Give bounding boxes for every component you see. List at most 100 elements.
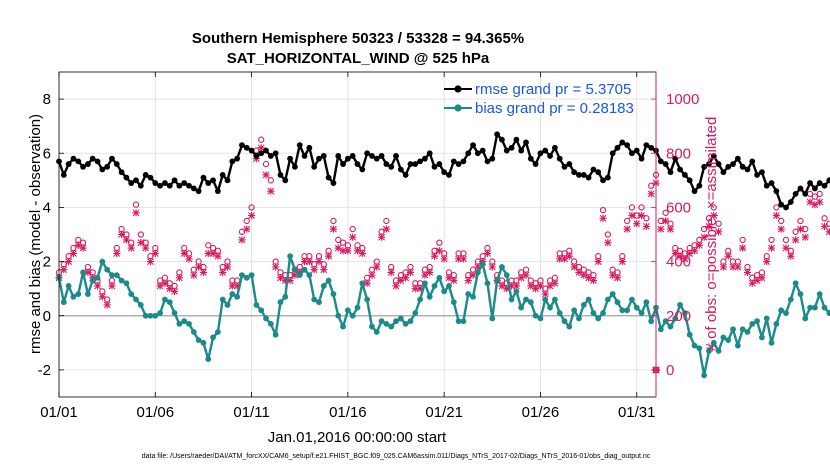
bias-point xyxy=(677,302,683,308)
bias-point xyxy=(205,356,212,362)
rmse-point xyxy=(542,147,549,154)
assimilated-obs-marker xyxy=(811,201,819,209)
rmse-point xyxy=(638,155,645,162)
assimilated-obs-marker xyxy=(820,222,829,230)
assimilated-obs-marker xyxy=(108,282,116,290)
assimilated-obs-marker xyxy=(825,228,830,236)
rmse-point xyxy=(657,158,664,165)
assimilated-obs-marker xyxy=(93,282,102,290)
bias-point xyxy=(556,310,563,316)
rmse-point xyxy=(422,155,428,162)
rmse-point xyxy=(311,163,318,170)
assimilated-obs-marker xyxy=(262,171,270,179)
chart-subtitle: SAT_HORIZONTAL_WIND @ 525 hPa xyxy=(227,50,490,67)
assimilated-obs-marker xyxy=(450,276,458,285)
rmse-point xyxy=(494,131,501,138)
bias-point xyxy=(402,320,409,327)
rmse-point xyxy=(455,161,462,167)
bias-point xyxy=(595,315,602,322)
bias-point xyxy=(739,326,746,333)
assimilated-obs-marker xyxy=(527,282,535,290)
possible-obs-marker xyxy=(623,217,631,225)
rmse-point xyxy=(137,182,144,189)
bias-point xyxy=(89,277,96,284)
assimilated-obs-marker xyxy=(753,276,761,285)
rmse-point xyxy=(214,188,221,195)
rmse-point xyxy=(301,153,308,159)
bias-point xyxy=(393,318,399,325)
assimilated-obs-marker xyxy=(79,244,87,252)
assimilated-obs-marker xyxy=(575,268,583,277)
possible-obs-marker xyxy=(797,217,804,225)
bias-point xyxy=(710,339,717,346)
assimilated-obs-marker xyxy=(474,263,482,271)
right-y-axis-label: # of obs: o=possible; ×=assimilated xyxy=(703,117,720,352)
assimilated-obs-marker xyxy=(719,263,728,271)
assimilated-obs-marker xyxy=(117,230,126,239)
bias-point xyxy=(369,323,375,330)
assimilated-obs-marker xyxy=(536,282,545,290)
bias-point xyxy=(816,291,823,297)
rmse-point xyxy=(94,158,101,165)
assimilated-obs-marker xyxy=(272,263,280,271)
rmse-point xyxy=(373,155,380,162)
rmse-point xyxy=(441,169,448,176)
rmse-point xyxy=(783,204,789,211)
assimilated-obs-marker xyxy=(209,249,217,258)
assimilated-obs-marker xyxy=(291,271,299,279)
assimilated-obs-marker xyxy=(676,252,684,260)
assimilated-obs-marker xyxy=(628,211,636,220)
bias-point xyxy=(171,310,178,316)
assimilated-obs-marker xyxy=(710,211,718,220)
rmse-point xyxy=(802,190,809,197)
bias-point xyxy=(600,310,606,316)
rmse-point xyxy=(470,142,476,149)
assimilated-obs-marker xyxy=(551,279,559,287)
assimilated-obs-marker xyxy=(363,279,371,287)
rmse-point xyxy=(643,142,650,149)
rmse-point xyxy=(706,161,712,167)
bias-point xyxy=(354,304,361,311)
assimilated-obs-marker xyxy=(161,279,169,287)
bias-point xyxy=(94,274,101,281)
rmse-point xyxy=(734,155,741,162)
rmse-point xyxy=(614,144,621,151)
rmse-point xyxy=(60,172,67,178)
bias-point xyxy=(253,302,260,308)
right-y-axis: 0 200 400 600 800 1000 xyxy=(651,72,699,397)
bias-point xyxy=(479,261,486,268)
chart-title: Southern Hemisphere 50323 / 53328 = 94.3… xyxy=(192,30,524,47)
rmse-point xyxy=(152,180,159,186)
x-tick-label: 01/11 xyxy=(233,404,269,421)
assimilated-obs-marker xyxy=(199,268,208,277)
bias-point xyxy=(195,337,202,344)
possible-obs-marker xyxy=(349,225,356,233)
rmse-point xyxy=(354,161,361,167)
rmse-point xyxy=(104,163,111,170)
rmse-point xyxy=(282,177,289,184)
assimilated-obs-marker xyxy=(430,252,439,260)
assimilated-obs-marker xyxy=(488,263,496,271)
assimilated-obs-marker xyxy=(416,285,424,293)
x-tick-label: 01/26 xyxy=(522,404,560,421)
assimilated-obs-marker xyxy=(122,236,131,244)
assimilated-obs-marker xyxy=(763,257,771,266)
left-y-tick-label: -2 xyxy=(38,362,51,379)
rmse-point xyxy=(229,158,236,165)
rmse-point xyxy=(571,169,578,176)
bias-point xyxy=(629,296,635,303)
rmse-point xyxy=(807,180,813,186)
bias-point xyxy=(166,299,173,306)
rmse-point xyxy=(306,144,313,151)
assimilated-obs-marker xyxy=(267,187,275,195)
assimilated-obs-marker xyxy=(373,263,381,271)
rmse-point xyxy=(162,180,168,186)
rmse-point xyxy=(518,147,525,154)
rmse-point xyxy=(277,172,284,178)
assimilated-obs-marker xyxy=(358,249,366,258)
possible-obs-marker xyxy=(778,217,785,225)
bias-point xyxy=(763,315,770,322)
possible-obs-marker xyxy=(768,236,775,244)
assimilated-obs-marker xyxy=(729,263,737,271)
rmse-point xyxy=(166,182,173,189)
